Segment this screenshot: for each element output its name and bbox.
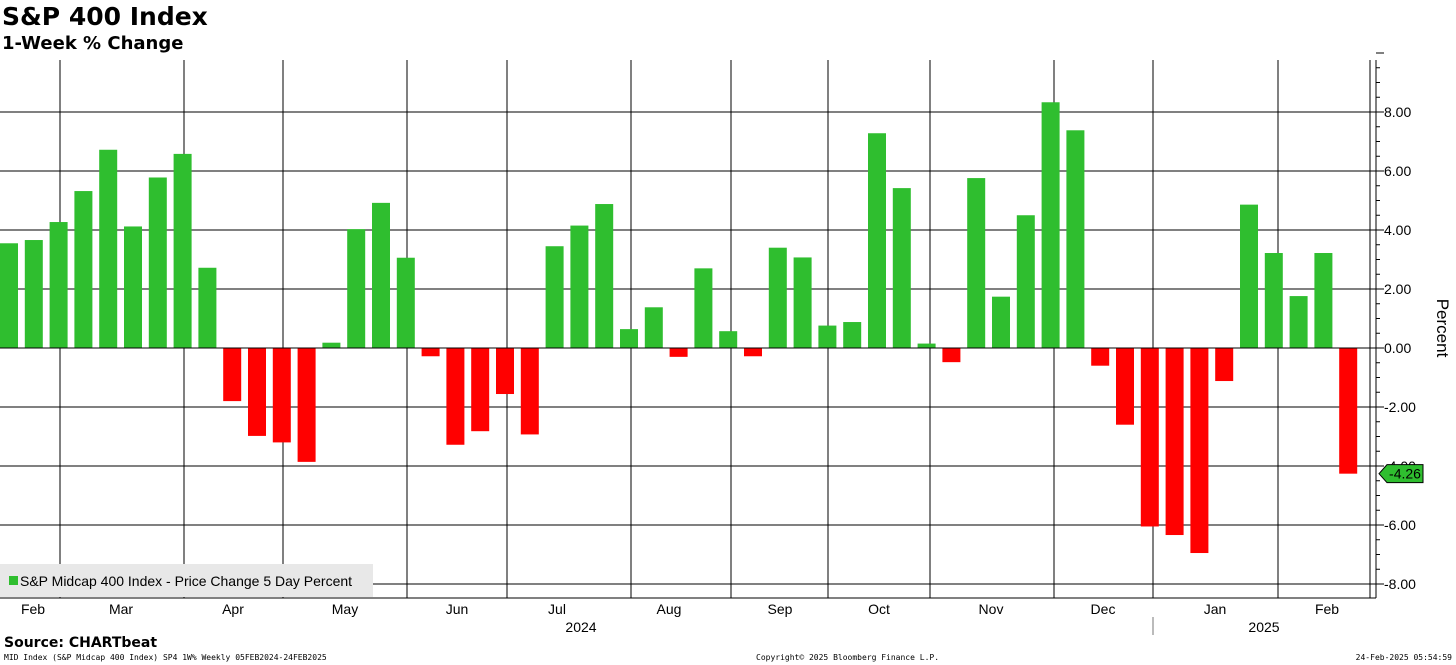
x-tick-label: Mar	[109, 601, 133, 617]
bar	[223, 348, 242, 402]
copyright: Copyright© 2025 Bloomberg Finance L.P.	[756, 653, 940, 662]
legend-swatch	[9, 576, 18, 585]
bar	[372, 202, 390, 348]
last-value-label: -4.26	[1389, 466, 1421, 482]
year-label: 2024	[565, 619, 596, 635]
chart-title: S&P 400 Index	[2, 2, 208, 31]
x-tick-label: Sep	[768, 601, 793, 617]
bar	[173, 153, 192, 348]
bar	[446, 348, 465, 445]
bar	[1165, 348, 1184, 536]
timestamp: 24-Feb-2025 05:54:59	[1355, 653, 1452, 662]
bar	[297, 348, 316, 462]
bar	[1240, 204, 1258, 348]
y-tick-label: 4.00	[1384, 222, 1411, 238]
bar	[595, 204, 614, 348]
bar	[967, 178, 986, 348]
x-tick-label: May	[332, 601, 358, 617]
bar	[1091, 348, 1110, 366]
bar	[248, 348, 266, 436]
x-tick-label: Dec	[1091, 601, 1116, 617]
bar	[322, 342, 341, 348]
y-tick-label: 6.00	[1384, 163, 1411, 179]
bar	[570, 225, 589, 348]
y-axis-label: Percent	[1433, 299, 1452, 358]
x-tick-label: Apr	[222, 601, 244, 617]
bar	[992, 296, 1010, 348]
source-label: Source: CHARTbeat	[4, 635, 158, 651]
bar	[1289, 296, 1308, 348]
x-tick-label: Aug	[657, 601, 682, 617]
bar-chart: 8.006.004.002.000.00-2.00-4.00-6.00-8.00…	[0, 52, 1452, 635]
y-tick-label: -6.00	[1384, 517, 1416, 533]
bar	[124, 226, 142, 348]
x-tick-label: Nov	[979, 601, 1004, 617]
ticker-info: MID Index (S&P Midcap 400 Index) SP4 1W%…	[4, 653, 327, 662]
bar	[1116, 348, 1134, 425]
y-tick-label: 8.00	[1384, 104, 1411, 120]
x-tick-label: Jan	[1204, 601, 1227, 617]
bar	[1339, 348, 1358, 474]
bar	[1264, 253, 1283, 348]
bar	[843, 322, 862, 348]
bar	[818, 325, 837, 348]
bar	[694, 268, 713, 348]
bar	[892, 188, 911, 348]
bar	[1041, 102, 1060, 348]
bar	[496, 348, 514, 395]
bar	[421, 348, 440, 357]
bar	[49, 222, 68, 348]
bar	[198, 267, 217, 348]
bar	[942, 348, 961, 363]
bar	[1016, 215, 1035, 348]
bar	[272, 348, 291, 443]
bar	[1140, 348, 1159, 527]
y-tick-label: 2.00	[1384, 281, 1411, 297]
bar	[0, 243, 18, 348]
bar	[347, 229, 366, 348]
bar	[768, 247, 787, 348]
y-tick-label: -8.00	[1384, 576, 1416, 592]
bar	[620, 329, 638, 348]
bar	[24, 240, 43, 348]
x-tick-label: Feb	[1315, 601, 1339, 617]
bar	[520, 348, 539, 435]
bar	[545, 246, 564, 348]
last-value-badge	[1378, 464, 1424, 484]
y-tick-label: 0.00	[1384, 340, 1411, 356]
legend-box	[0, 564, 373, 597]
bar	[744, 348, 762, 357]
bar	[719, 331, 738, 348]
x-tick-label: Feb	[21, 601, 45, 617]
bar	[793, 257, 812, 348]
bar	[1190, 348, 1209, 554]
chart-subtitle: 1-Week % Change	[2, 33, 184, 54]
bar	[74, 191, 93, 348]
bar	[471, 348, 490, 432]
bar	[148, 177, 167, 348]
year-label: 2025	[1248, 619, 1279, 635]
bar	[868, 133, 886, 348]
bar	[1066, 130, 1085, 348]
bar	[1215, 348, 1234, 382]
bar	[917, 343, 936, 348]
x-tick-label: Jul	[548, 601, 566, 617]
bar	[669, 348, 688, 357]
x-tick-label: Jun	[446, 601, 469, 617]
x-tick-label: Oct	[868, 601, 890, 617]
bar	[99, 149, 118, 348]
y-tick-label: -2.00	[1384, 399, 1416, 415]
bar	[1314, 253, 1333, 348]
bar	[396, 257, 415, 348]
bar	[644, 307, 663, 348]
legend-label: S&P Midcap 400 Index - Price Change 5 Da…	[20, 573, 352, 589]
